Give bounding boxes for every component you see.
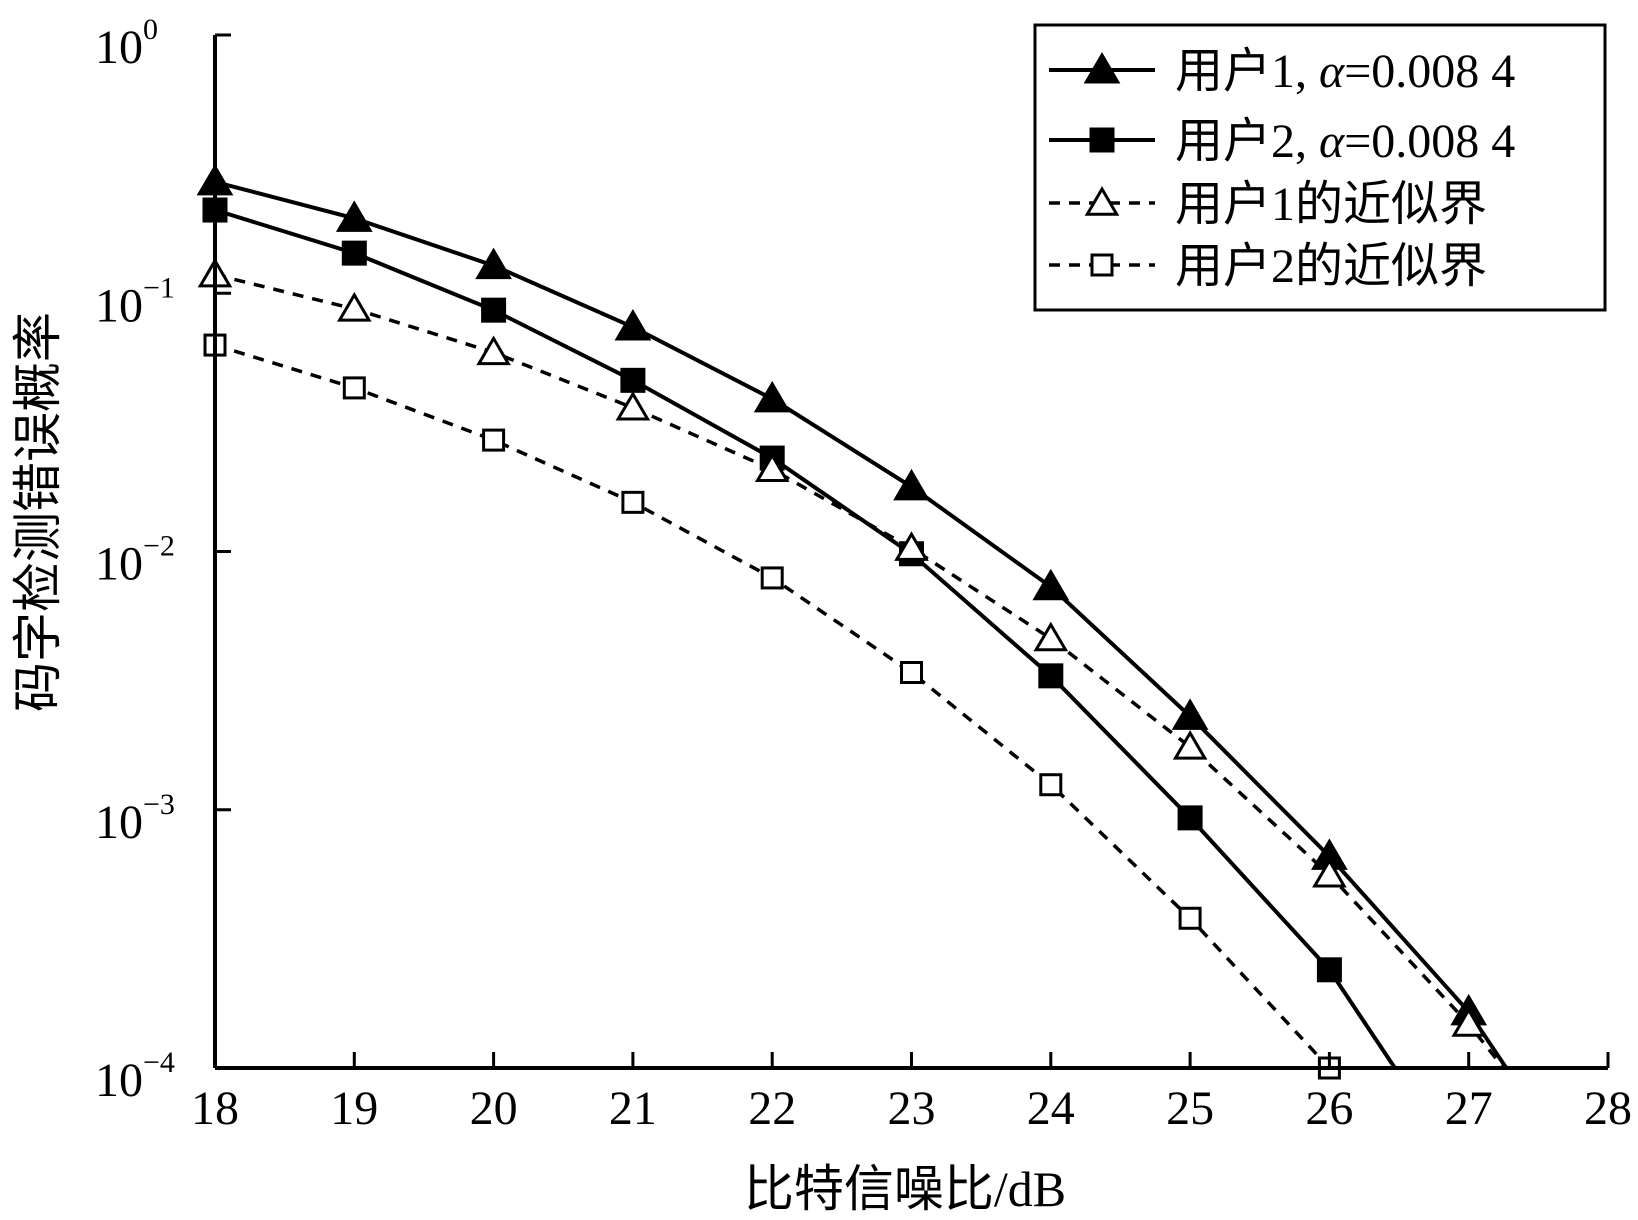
legend-entry: 用户1, α=0.008 4 xyxy=(1049,45,1515,98)
triangle-open-marker xyxy=(336,291,372,322)
y-tick-label: 10−3 xyxy=(95,788,175,849)
y-tick-label: 100 xyxy=(95,13,158,74)
triangle-open-marker xyxy=(476,335,511,366)
x-axis-title: 比特信噪比/dB xyxy=(744,1161,1066,1217)
legend-box xyxy=(1033,23,1607,312)
square-open-marker xyxy=(482,428,506,452)
x-tick-label: 19 xyxy=(330,1082,378,1135)
triangle-open-marker xyxy=(1312,857,1347,888)
triangle-open-marker xyxy=(894,531,929,561)
legend-entry: 用户2, α=0.008 4 xyxy=(1049,115,1515,168)
triangle-filled-marker xyxy=(475,247,512,280)
legend-label: 用户1, α=0.008 4 xyxy=(1175,45,1515,98)
square-filled-marker xyxy=(1089,127,1115,153)
x-tick-label: 24 xyxy=(1027,1082,1075,1135)
triangle-filled-marker xyxy=(1083,52,1121,84)
square-open-marker xyxy=(1178,906,1202,930)
triangle-open-marker xyxy=(1451,1007,1487,1037)
series-3-line xyxy=(214,273,1505,1068)
y-axis-title: 码字检测错误概率 xyxy=(10,312,66,712)
x-tick-label: 21 xyxy=(609,1082,657,1135)
x-tick-label: 20 xyxy=(470,1082,518,1135)
y-tick-label: 10−1 xyxy=(95,271,175,332)
x-tick-label: 28 xyxy=(1584,1082,1632,1135)
square-open-marker xyxy=(1090,253,1114,277)
x-axis-ticks: 18 19 20 21 22 23 24 25 26 27 28 xyxy=(191,1052,1632,1135)
x-tick-label: 22 xyxy=(748,1082,796,1135)
y-tick-label: 10−4 xyxy=(95,1046,175,1107)
square-filled-marker xyxy=(481,297,507,323)
x-tick-label: 18 xyxy=(191,1082,239,1135)
x-tick-label: 26 xyxy=(1305,1082,1353,1135)
triangle-open-marker xyxy=(1084,186,1120,216)
legend: 用户1, α=0.008 4 用户2, α=0.008 4 用户1的近似界用户2的近… xyxy=(1033,23,1607,312)
legend-label: 用户2的近似界 xyxy=(1175,240,1487,293)
series-2 xyxy=(202,197,1397,1068)
x-tick-label: 23 xyxy=(888,1082,936,1135)
square-open-marker xyxy=(760,566,784,590)
triangle-filled-marker xyxy=(1032,568,1070,601)
square-open-marker xyxy=(900,660,923,684)
legend-entry: 用户2的近似界 xyxy=(1049,240,1487,293)
triangle-open-marker xyxy=(1172,730,1208,760)
triangle-open-marker xyxy=(615,390,651,421)
triangle-filled-marker xyxy=(753,380,791,413)
square-open-marker xyxy=(621,490,645,514)
plot-area xyxy=(196,163,1508,1080)
triangle-open-marker xyxy=(1033,621,1069,652)
square-open-marker xyxy=(1039,773,1063,797)
x-tick-label: 27 xyxy=(1445,1082,1493,1135)
legend-label: 用户2, α=0.008 4 xyxy=(1175,115,1515,168)
legend-entry: 用户1的近似界 xyxy=(1049,178,1487,231)
series-1 xyxy=(196,163,1508,1068)
series-2-line xyxy=(214,208,1397,1068)
triangle-filled-marker xyxy=(893,468,930,501)
square-filled-marker xyxy=(341,240,367,266)
legend-label: 用户1的近似界 xyxy=(1175,178,1487,231)
series-1-line xyxy=(214,179,1508,1068)
y-axis-ticks: 100 10−1 10−2 10−3 10−4 xyxy=(95,13,231,1107)
y-tick-label: 10−2 xyxy=(95,530,175,591)
x-tick-label: 25 xyxy=(1166,1082,1214,1135)
triangle-filled-marker xyxy=(614,309,652,341)
square-filled-marker xyxy=(1316,957,1342,983)
triangle-open-marker xyxy=(754,452,790,483)
square-filled-marker xyxy=(620,367,646,393)
triangle-filled-marker xyxy=(1171,698,1209,730)
square-filled-marker xyxy=(1038,663,1064,689)
triangle-filled-marker xyxy=(335,200,373,232)
square-open-marker xyxy=(342,376,366,400)
square-filled-marker xyxy=(1177,805,1203,831)
